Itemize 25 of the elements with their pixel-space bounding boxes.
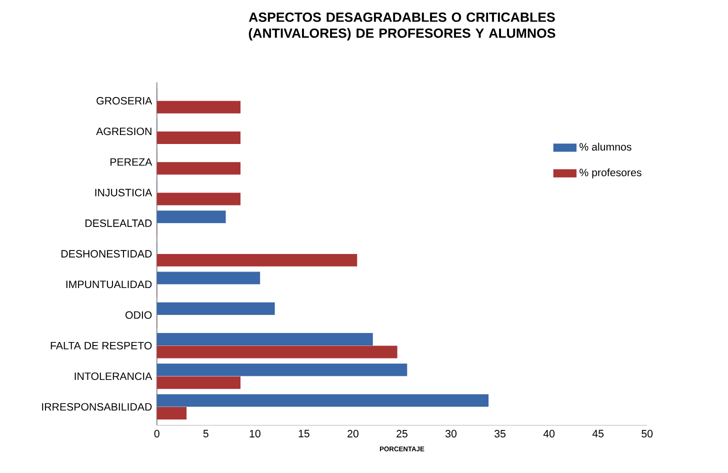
x-tick-label: 40 bbox=[543, 430, 555, 438]
y-tick-label: AGRESION bbox=[96, 128, 152, 136]
x-tick-label: 0 bbox=[154, 430, 160, 438]
x-tick-label: 10 bbox=[250, 430, 260, 438]
x-tick-label: 25 bbox=[396, 430, 408, 438]
y-tick-label: INTOLERANCIA bbox=[74, 372, 152, 380]
y-tick-label: GROSERIA bbox=[96, 97, 152, 105]
x-tick-label: 20 bbox=[348, 430, 358, 438]
y-tick-label: FALTA DE RESPETO bbox=[50, 342, 152, 350]
legend-label: % profesores bbox=[580, 168, 642, 178]
y-tick-label: DESHONESTIDAD bbox=[62, 250, 152, 258]
y-tick-label: DESLEALTAD bbox=[86, 220, 152, 228]
x-tick-label: 5 bbox=[203, 430, 208, 438]
y-tick-label: IRRESPONSABILIDAD bbox=[42, 403, 152, 411]
y-tick-label: INJUSTICIA bbox=[95, 188, 152, 196]
x-tick-label: 35 bbox=[494, 430, 506, 438]
y-tick-label: PEREZA bbox=[110, 158, 152, 166]
x-tick-label: 15 bbox=[298, 430, 310, 438]
legend-label: % alumnos bbox=[580, 142, 632, 151]
y-tick-label: ODIO bbox=[126, 311, 152, 319]
x-tick-label: 50 bbox=[642, 430, 653, 438]
x-tick-label: 45 bbox=[592, 430, 604, 438]
chart-title: ASPECTOS DESAGRADABLES O CRITICABLES (ANTIVALORES) DE PROFESORES Y ALUMNOS bbox=[248, 12, 556, 41]
y-tick-label: IMPUNTUALIDAD bbox=[66, 280, 152, 288]
x-tick-label: 30 bbox=[445, 430, 457, 438]
